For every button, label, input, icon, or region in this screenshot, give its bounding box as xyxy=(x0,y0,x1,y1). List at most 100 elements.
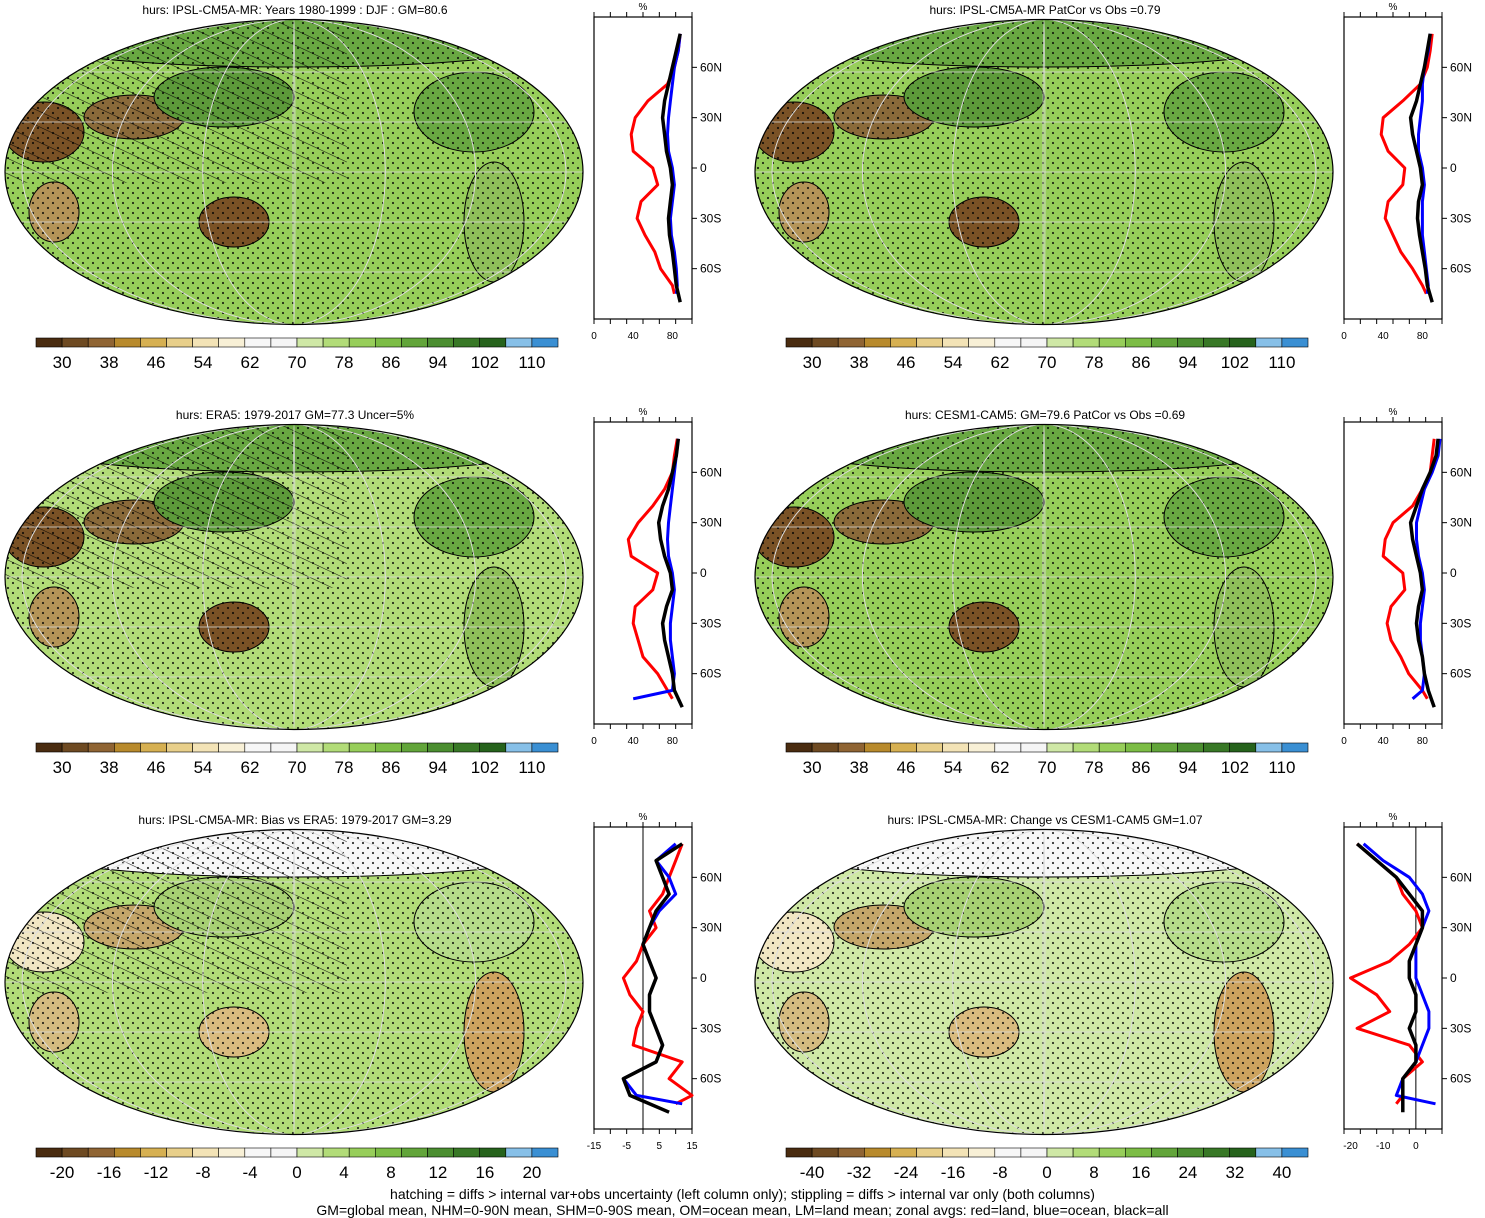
colorbar-swatch xyxy=(270,1147,298,1158)
colorbar-swatch xyxy=(1151,742,1178,753)
zonal-unit: % xyxy=(639,2,648,13)
zonal-plot: % 60N 30N 0 30S 60S 0 40 80 xyxy=(1341,2,1472,342)
colorbar-swatch xyxy=(811,742,839,753)
colorbar-tick-label: 24 xyxy=(1178,1163,1197,1182)
zonal-lat-label: 0 xyxy=(700,161,707,175)
colorbar-swatch xyxy=(427,337,454,348)
stippling xyxy=(755,829,1333,1135)
graticule-meridian xyxy=(771,19,1317,325)
colorbar-swatch xyxy=(270,337,298,348)
zonal-lat-label: 60N xyxy=(1450,870,1472,884)
zonal-plot: % 60N 30N 0 30S 60S 0 40 80 xyxy=(591,2,722,342)
colorbar-tick-label: 16 xyxy=(475,1163,494,1182)
zonal-x-label: -5 xyxy=(622,1141,631,1152)
zonal-lat-label: 60N xyxy=(700,465,722,479)
graticule-meridian xyxy=(952,424,1136,730)
colorbar-swatch xyxy=(35,1147,63,1158)
colorbar-swatch xyxy=(837,742,865,753)
panel-title: hurs: IPSL-CM5A-MR: Change vs CESM1-CAM5… xyxy=(887,813,1202,827)
colorbar-swatch xyxy=(348,1147,376,1158)
colorbar-swatch xyxy=(1098,742,1126,753)
colorbar-swatch xyxy=(401,742,428,753)
zonal-series-all xyxy=(656,438,684,708)
colorbar-swatch xyxy=(244,742,272,753)
colorbar-swatch xyxy=(1046,337,1074,348)
colorbar-swatch xyxy=(192,1147,220,1158)
colorbar-swatch xyxy=(270,742,298,753)
zonal-lat-label: 0 xyxy=(1450,161,1457,175)
colorbar-tick-label: -8 xyxy=(992,1163,1007,1182)
colorbar-swatch xyxy=(505,1147,533,1158)
zonal-series-all xyxy=(621,842,684,1114)
zonal-x-label: 80 xyxy=(1417,736,1429,747)
panel-title: hurs: IPSL-CM5A-MR: Years 1980-1999 : DJ… xyxy=(142,3,447,17)
colorbar-tick-label: 54 xyxy=(944,353,963,372)
graticule-meridian xyxy=(771,829,1317,1135)
colorbar-tick-label: 38 xyxy=(100,758,119,777)
colorbar-swatch xyxy=(1203,742,1231,753)
panel-1: hurs: IPSL-CM5A-MR: Years 1980-1999 : DJ… xyxy=(4,2,722,372)
zonal-plot: % 60N 30N 0 30S 60S 0 40 80 xyxy=(591,407,722,747)
colorbar-swatch xyxy=(1020,1147,1048,1158)
colorbar-swatch xyxy=(1020,337,1048,348)
colorbar-swatch xyxy=(374,742,402,753)
colorbar-swatch xyxy=(531,337,559,348)
colorbar-tick-label: 110 xyxy=(518,353,545,372)
zonal-x-label: 0 xyxy=(1341,331,1347,342)
colorbar-tick-label: 86 xyxy=(1131,758,1150,777)
colorbar-tick-label: -24 xyxy=(894,1163,919,1182)
map xyxy=(5,19,583,325)
colorbar-tick-label: 94 xyxy=(1178,353,1197,372)
colorbar-tick-label: 78 xyxy=(1085,353,1104,372)
colorbar-swatch xyxy=(811,337,839,348)
colorbar-tick-label: 62 xyxy=(991,353,1010,372)
map-outline xyxy=(4,423,584,731)
footer-line-2: GM=global mean, NHM=0-90N mean, SHM=0-90… xyxy=(316,1202,1169,1218)
panel-4: hurs: CESM1-CAM5: GM=79.6 PatCor vs Obs … xyxy=(754,407,1472,777)
colorbar-tick-label: 54 xyxy=(194,758,213,777)
graticule-meridian xyxy=(111,829,477,1135)
colorbar-swatch xyxy=(890,1147,917,1158)
zonal-lat-label: 0 xyxy=(700,971,707,985)
zonal-unit: % xyxy=(639,407,648,418)
colorbar-tick-label: -16 xyxy=(97,1163,122,1182)
colorbar-swatch xyxy=(1124,742,1152,753)
colorbar-tick-label: -20 xyxy=(50,1163,75,1182)
colorbar-swatch xyxy=(916,1147,943,1158)
zonal-lat-label: 30S xyxy=(700,211,721,225)
zonal-lat-label: 30N xyxy=(1450,111,1472,125)
colorbar-swatch xyxy=(864,337,891,348)
zonal-x-label: 40 xyxy=(628,736,640,747)
colorbar-swatch xyxy=(994,742,1022,753)
zonal-x-label: 80 xyxy=(1417,331,1429,342)
colorbar-tick-label: 70 xyxy=(1038,353,1057,372)
colorbar-swatch xyxy=(348,742,376,753)
colorbar-swatch xyxy=(61,742,89,753)
graticule-meridian xyxy=(202,19,386,325)
zonal-lat-label: 60S xyxy=(1450,667,1471,681)
colorbar-swatch xyxy=(218,337,246,348)
colorbar-swatch xyxy=(864,742,891,753)
graticule-meridian xyxy=(292,424,296,730)
colorbar-tick-label: 8 xyxy=(386,1163,395,1182)
colorbar-tick-label: 62 xyxy=(241,758,260,777)
zonal-lat-label: 30N xyxy=(700,516,722,530)
colorbar-tick-label: 102 xyxy=(1221,353,1249,372)
map xyxy=(5,829,583,1135)
colorbar-swatch xyxy=(1098,337,1126,348)
colorbar-tick-label: 86 xyxy=(381,353,400,372)
colorbar-tick-label: 54 xyxy=(194,353,213,372)
colorbar-tick-label: 62 xyxy=(241,353,260,372)
map xyxy=(755,829,1333,1135)
colorbar-swatch xyxy=(785,1147,813,1158)
zonal-lat-label: 60N xyxy=(700,870,722,884)
colorbar-swatch xyxy=(837,337,865,348)
zonal-x-label: 15 xyxy=(686,1141,698,1152)
map-outline xyxy=(754,423,1334,731)
colorbar-tick-label: 102 xyxy=(1221,758,1249,777)
colorbar-tick-label: 110 xyxy=(518,758,545,777)
zonal-series-land xyxy=(626,438,679,700)
panel-title: hurs: CESM1-CAM5: GM=79.6 PatCor vs Obs … xyxy=(905,408,1185,422)
zonal-lat-label: 60S xyxy=(700,667,721,681)
